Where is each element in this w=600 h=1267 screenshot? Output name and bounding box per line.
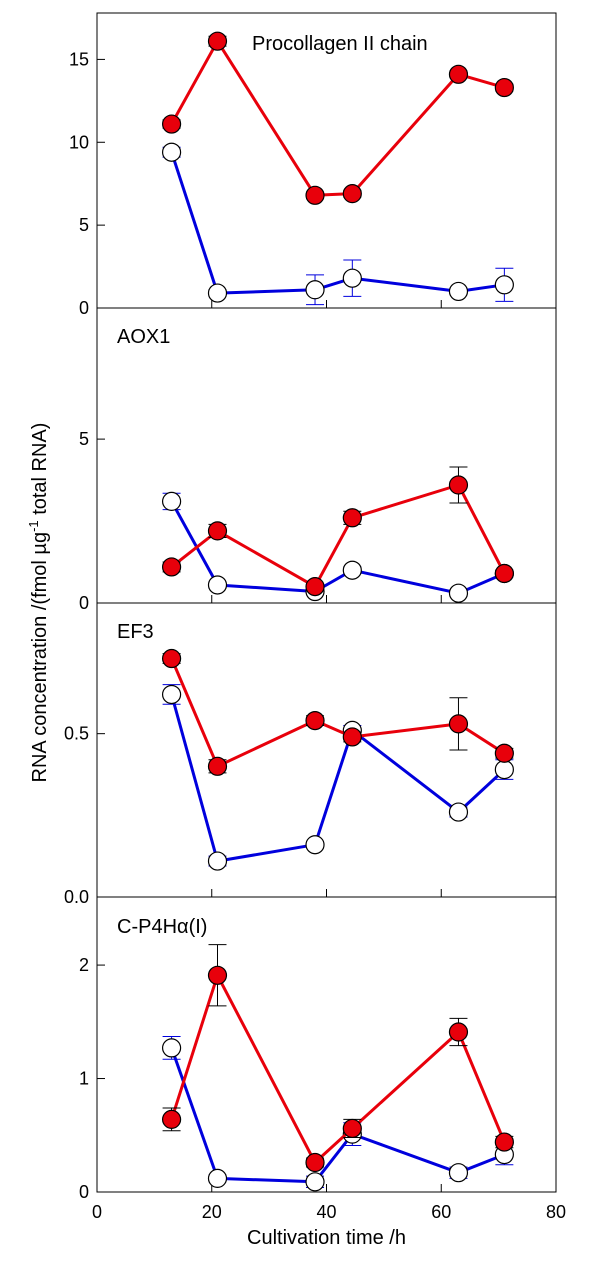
series-line-open xyxy=(170,151,505,295)
series-line-open xyxy=(170,694,506,863)
data-point-open xyxy=(448,802,469,822)
y-axis-title: RNA concentration /(fmol µg-1 total RNA) xyxy=(26,423,51,783)
y-tick-label: 2 xyxy=(79,955,89,975)
data-point-filled xyxy=(342,508,362,528)
data-point-filled xyxy=(305,1152,325,1173)
y-axis-title-end: total RNA) xyxy=(29,423,51,521)
y-axis-title-main: RNA concentration /(fmol µg xyxy=(29,532,51,783)
y-tick-label: 0 xyxy=(79,593,89,613)
panel-frame xyxy=(96,602,557,898)
data-point-open xyxy=(161,142,182,162)
data-point-filled xyxy=(448,475,469,495)
series-marks xyxy=(161,944,514,1192)
data-point-filled xyxy=(305,710,325,731)
data-point-filled xyxy=(342,727,362,747)
data-point-filled xyxy=(342,184,362,204)
data-point-filled xyxy=(207,965,228,985)
y-ticks: 0 1 2 xyxy=(79,955,557,1202)
data-point-filled xyxy=(161,1109,182,1129)
data-point-open xyxy=(494,759,514,780)
data-point-filled xyxy=(207,31,228,51)
panel-frame xyxy=(96,12,557,309)
series-marks xyxy=(161,466,514,603)
series-line-filled xyxy=(170,483,506,589)
x-tick-label: 0 xyxy=(92,1202,102,1222)
panel-label: EF3 xyxy=(117,621,154,643)
y-tick-label: 15 xyxy=(69,49,89,69)
data-point-open xyxy=(207,575,228,595)
data-point-open xyxy=(448,1163,469,1183)
x-axis-title: Cultivation time /h xyxy=(247,1227,406,1249)
panel-label: Procollagen II chain xyxy=(252,33,428,55)
data-point-open xyxy=(305,280,325,300)
data-point-open xyxy=(342,268,362,288)
data-point-filled xyxy=(494,563,514,584)
panel-label: C-P4Hα(I) xyxy=(117,916,207,938)
data-point-open xyxy=(161,491,182,511)
panel-frame xyxy=(96,307,557,604)
series-line-filled xyxy=(170,973,506,1164)
y-ticks: 0 5 10 15 xyxy=(69,49,557,318)
data-point-open xyxy=(207,851,228,871)
panel-label: AOX1 xyxy=(117,326,170,348)
x-tick-label: 80 xyxy=(546,1202,566,1222)
data-point-filled xyxy=(161,114,182,134)
data-point-filled xyxy=(342,1118,362,1139)
series-line-filled xyxy=(170,39,505,197)
data-point-filled xyxy=(305,185,325,205)
data-point-open xyxy=(342,560,362,580)
series-marks xyxy=(161,31,514,306)
x-axis: 0 20 40 60 80 xyxy=(92,1202,566,1222)
data-point-filled xyxy=(161,557,182,577)
x-tick-label: 60 xyxy=(431,1202,451,1222)
x-tick-label: 20 xyxy=(202,1202,222,1222)
data-point-open xyxy=(207,283,228,303)
data-point-filled xyxy=(448,1022,469,1042)
y-axis-title-superscript: -1 xyxy=(26,520,41,532)
y-tick-label: 0 xyxy=(79,1182,89,1202)
panel-aox1: AOX1 0 5 xyxy=(79,307,557,613)
y-ticks: 0.0 0.5 xyxy=(64,724,557,907)
data-point-filled xyxy=(305,577,325,597)
y-tick-label: 0.0 xyxy=(64,887,89,907)
data-point-filled xyxy=(448,714,469,734)
y-tick-label: 10 xyxy=(69,132,89,152)
y-tick-label: 0 xyxy=(79,298,89,318)
panel-procollagen: Procollagen II chain 0 5 10 15 xyxy=(69,12,557,318)
data-point-filled xyxy=(448,64,469,84)
data-point-open xyxy=(305,1172,325,1192)
data-point-filled xyxy=(161,648,182,669)
data-point-filled xyxy=(494,77,514,98)
data-point-filled xyxy=(207,756,228,776)
data-point-open xyxy=(161,1038,182,1058)
data-point-open xyxy=(207,1168,228,1188)
y-tick-label: 1 xyxy=(79,1069,89,1089)
x-tick-label: 40 xyxy=(316,1202,336,1222)
panel-ef3: EF3 0.0 0.5 xyxy=(64,602,557,907)
panel-c-p4h: C-P4Hα(I) 0 1 2 xyxy=(79,896,557,1202)
data-point-filled xyxy=(494,1132,514,1152)
data-point-open xyxy=(161,684,182,705)
data-point-open xyxy=(448,281,469,302)
series-line-open xyxy=(170,1047,505,1184)
data-point-open xyxy=(305,835,325,855)
y-tick-label: 5 xyxy=(79,429,89,449)
data-point-filled xyxy=(494,743,514,763)
y-tick-label: 0.5 xyxy=(64,724,89,744)
data-point-open xyxy=(494,275,514,295)
series-marks xyxy=(161,648,514,871)
y-tick-label: 5 xyxy=(79,215,89,235)
data-point-filled xyxy=(207,521,228,541)
data-point-open xyxy=(448,583,469,603)
